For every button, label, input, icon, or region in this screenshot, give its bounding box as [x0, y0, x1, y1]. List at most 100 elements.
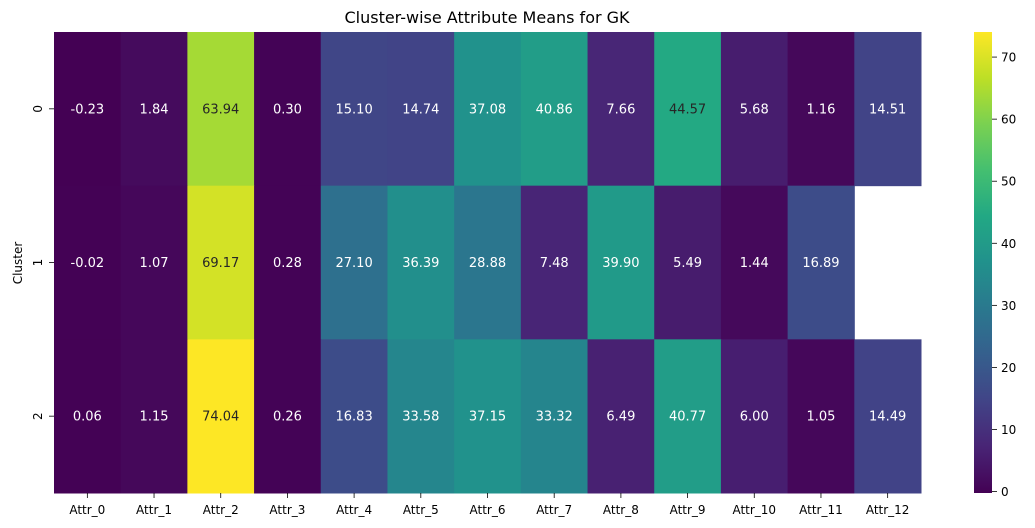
- heatmap-cell: [520, 185, 589, 340]
- cell-value-label: 36.39: [402, 256, 439, 271]
- x-tick-label: Attr_8: [603, 503, 639, 517]
- x-tick-label: Attr_6: [470, 503, 506, 517]
- x-tick-label: Attr_1: [136, 503, 172, 517]
- colorbar-tick-label: 10: [1001, 423, 1016, 437]
- cell-value-label: 16.89: [802, 256, 839, 271]
- cell-value-label: 40.77: [669, 410, 706, 425]
- x-tick-label: Attr_7: [536, 503, 572, 517]
- cell-value-label: 0.06: [73, 410, 102, 425]
- cell-value-label: 37.08: [469, 102, 506, 117]
- heatmap-cell: [520, 32, 589, 187]
- colorbar-tick-label: 50: [1001, 175, 1016, 189]
- heatmap-cell: [587, 32, 655, 187]
- cell-value-label: 74.04: [202, 410, 239, 425]
- heatmap-cell: [120, 185, 188, 340]
- heatmap-cell: [54, 185, 122, 340]
- heatmap-cell: [654, 32, 722, 187]
- heatmap-cell: [520, 339, 589, 494]
- cell-value-label: 6.00: [740, 410, 769, 425]
- heatmap-cell: [654, 339, 722, 494]
- heatmap-cell: [454, 185, 522, 340]
- x-tick-label: Attr_11: [799, 503, 843, 517]
- heatmap-cell: [54, 339, 122, 494]
- cell-value-label: 1.05: [806, 410, 835, 425]
- x-tick-label: Attr_4: [336, 503, 372, 517]
- cell-value-label: 1.16: [806, 102, 835, 117]
- colorbar-gradient: [974, 32, 992, 493]
- heatmap-cell: [454, 339, 522, 494]
- heatmap-cell: [854, 339, 922, 494]
- heatmap-cell: [120, 32, 188, 187]
- heatmap-cell: [654, 185, 722, 340]
- cell-value-label: 1.15: [140, 410, 169, 425]
- cell-value-label: -0.02: [71, 256, 105, 271]
- heatmap-cell: [387, 339, 455, 494]
- heatmap-cell: [787, 185, 855, 340]
- cell-value-label: 5.49: [673, 256, 702, 271]
- heatmap-cell: [54, 32, 122, 187]
- x-tick-label: Attr_0: [69, 503, 105, 517]
- x-tick-label: Attr_2: [203, 503, 239, 517]
- heatmap-cell: [320, 185, 388, 340]
- y-axis: 0 1 2: [31, 105, 54, 420]
- x-tick-label: Attr_9: [670, 503, 706, 517]
- heatmap-cell: [254, 185, 322, 340]
- y-tick-label: 0: [31, 105, 45, 113]
- cell-value-label: 7.48: [540, 256, 569, 271]
- x-axis: Attr_0 Attr_1 Attr_2 Attr_3 Attr_4 Attr_5 Attr…: [69, 493, 909, 517]
- cell-value-label: 16.83: [336, 410, 373, 425]
- heatmap-cell: [387, 32, 455, 187]
- cell-value-label: 63.94: [202, 102, 239, 117]
- heatmap-cell: [720, 32, 789, 187]
- heatmap-cell: [187, 32, 255, 187]
- cell-value-label: 0.28: [273, 256, 302, 271]
- cell-value-label: 1.44: [740, 256, 769, 271]
- heatmap-cell: [787, 32, 855, 187]
- cell-value-label: 33.32: [536, 410, 573, 425]
- x-tick-label: Attr_10: [732, 503, 776, 517]
- cell-value-label: 44.57: [669, 102, 706, 117]
- colorbar: 0 10 20 30 40 50 60 70: [974, 32, 1016, 499]
- x-tick-label: Attr_12: [866, 503, 910, 517]
- colorbar-tick-label: 60: [1001, 113, 1016, 127]
- heatmap-cell: [854, 32, 922, 187]
- heatmap-cell: [120, 339, 188, 494]
- cell-value-label: 0.26: [273, 410, 302, 425]
- x-tick-label: Attr_3: [269, 503, 305, 517]
- cell-value-label: 14.51: [869, 102, 906, 117]
- y-tick-label: 1: [31, 259, 45, 267]
- cell-value-label: 14.49: [869, 410, 906, 425]
- colorbar-tick-label: 30: [1001, 299, 1016, 313]
- colorbar-tick-label: 20: [1001, 361, 1016, 375]
- cell-value-label: 15.10: [336, 102, 373, 117]
- heatmap-cell-labels: -0.23 1.84 63.94 0.30 15.10 14.74 37.08 40.86 7.…: [71, 102, 907, 424]
- cell-value-label: 1.84: [140, 102, 169, 117]
- heatmap-cell: [720, 185, 789, 340]
- cell-value-label: 39.90: [602, 256, 639, 271]
- cell-value-label: 6.49: [606, 410, 635, 425]
- heatmap-cell: [320, 339, 388, 494]
- cell-value-label: -0.23: [71, 102, 105, 117]
- colorbar-tick-label: 40: [1001, 237, 1016, 251]
- cell-value-label: 40.86: [536, 102, 573, 117]
- cell-value-label: 37.15: [469, 410, 506, 425]
- cell-value-label: 14.74: [402, 102, 439, 117]
- heatmap-cell: [787, 339, 855, 494]
- cell-value-label: 1.07: [140, 256, 169, 271]
- heatmap-cell: [254, 32, 322, 187]
- x-tick-label: Attr_5: [403, 503, 439, 517]
- heatmap-cell: [587, 185, 655, 340]
- heatmap-cell: [720, 339, 789, 494]
- cell-value-label: 33.58: [402, 410, 439, 425]
- y-tick-label: 2: [31, 412, 45, 420]
- cell-value-label: 28.88: [469, 256, 506, 271]
- cell-value-label: 69.17: [202, 256, 239, 271]
- cell-value-label: 7.66: [606, 102, 635, 117]
- heatmap-cell: [454, 32, 522, 187]
- cell-value-label: 5.68: [740, 102, 769, 117]
- heatmap-cell: [387, 185, 455, 340]
- colorbar-tick-label: 0: [1001, 485, 1009, 499]
- heatmap-cell: [320, 32, 388, 187]
- heatmap-cell: [187, 185, 255, 340]
